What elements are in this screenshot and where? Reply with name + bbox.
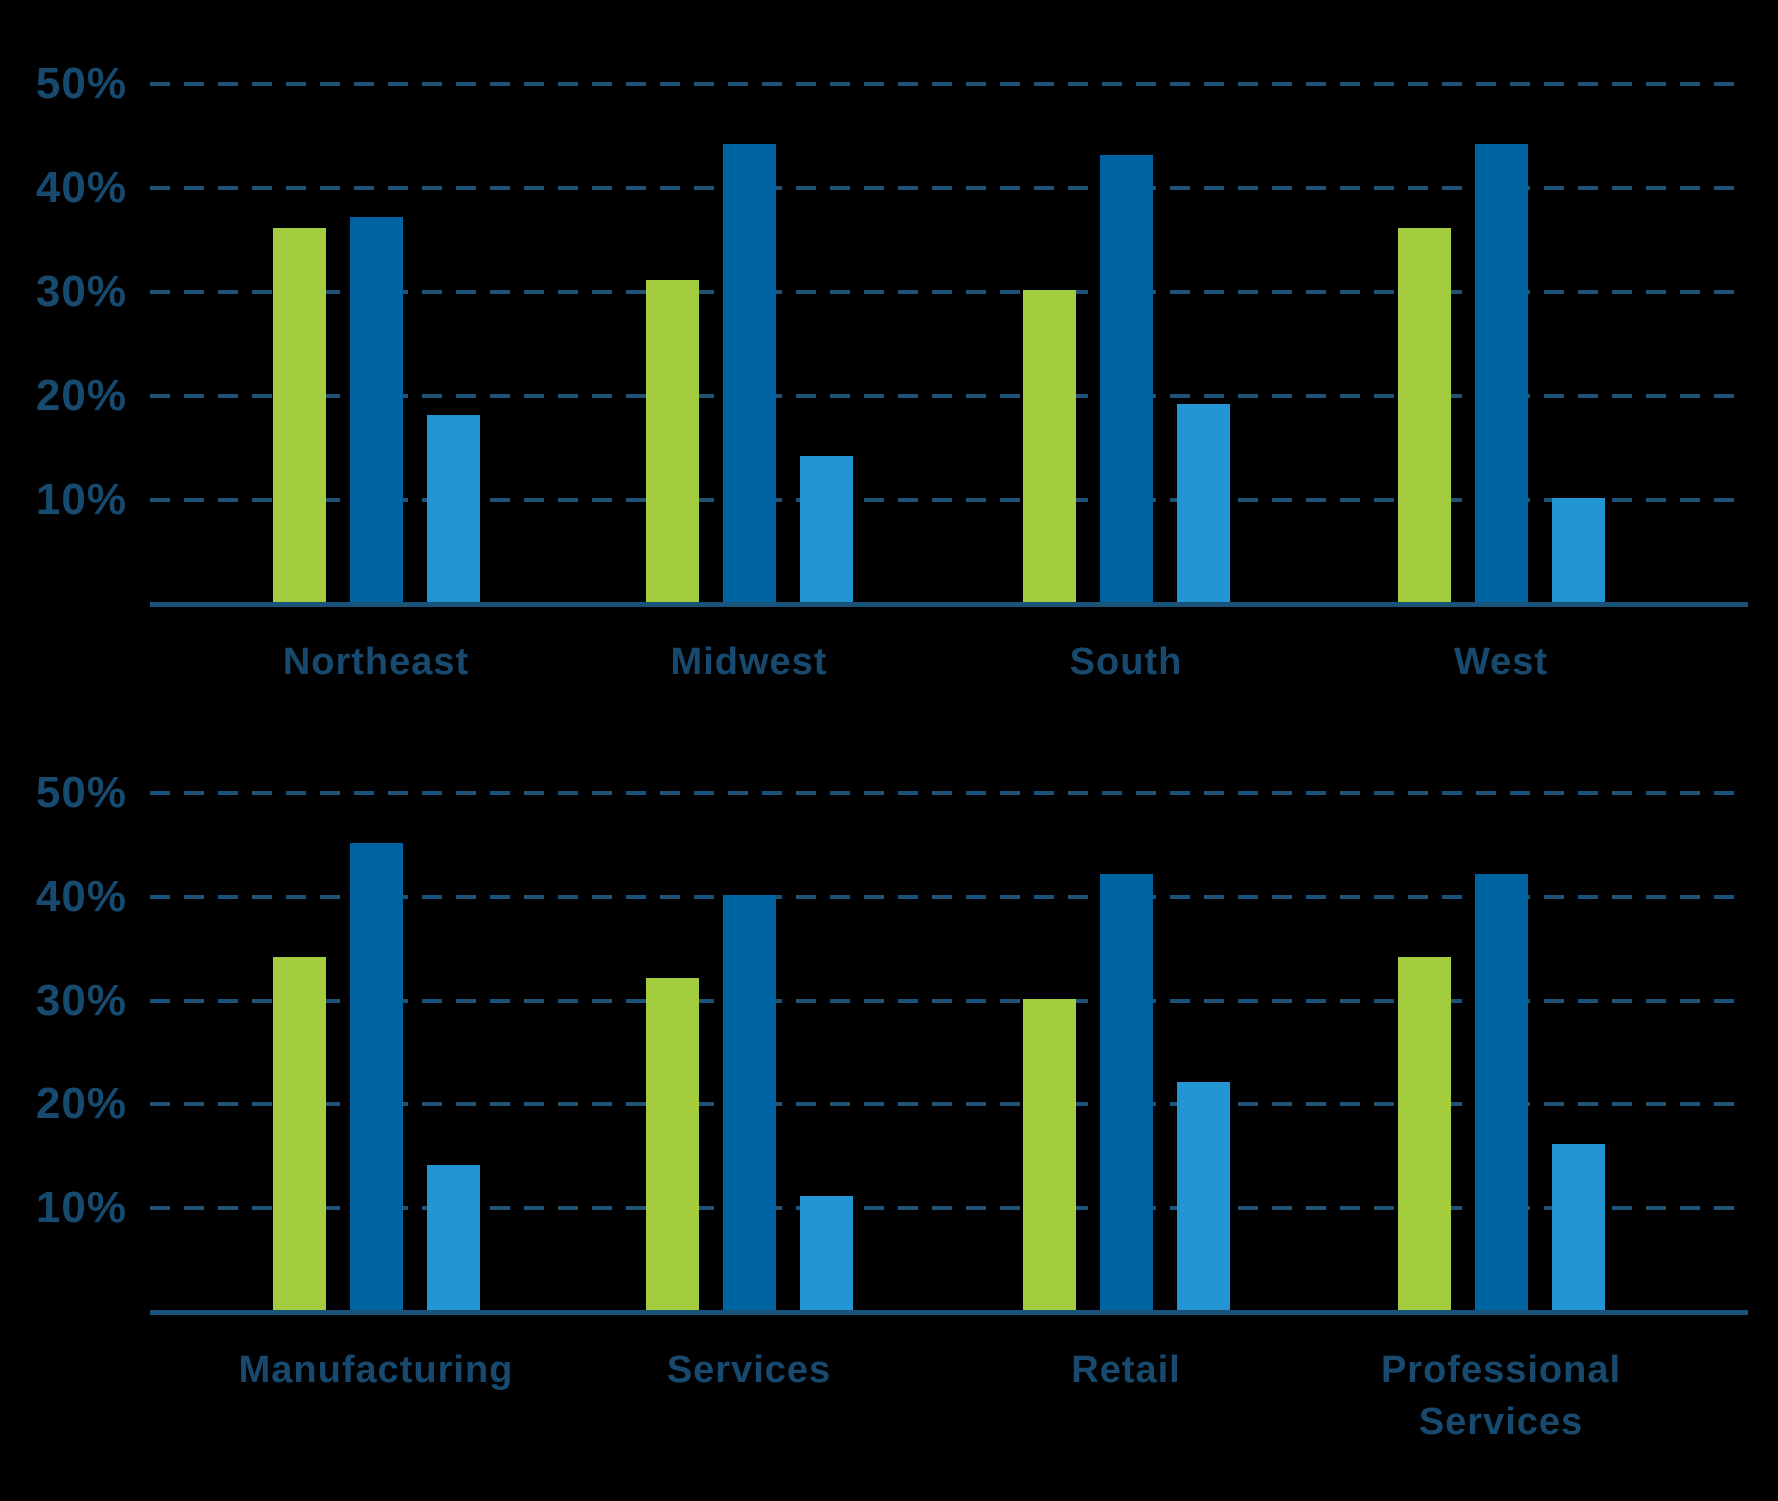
- gridline-30pct: [150, 998, 1748, 1003]
- x-axis-category-label: Midwest: [670, 641, 828, 683]
- gridline-10pct: [150, 1206, 1748, 1211]
- y-axis-tick-label: 30%: [35, 975, 127, 1025]
- gridline-20pct: [150, 394, 1748, 398]
- gridline-10pct: [150, 498, 1748, 502]
- gridline-50pct: [150, 791, 1748, 795]
- x-axis-category-label: Services: [666, 1349, 832, 1391]
- light-blue-series-bar: [800, 456, 853, 602]
- green-series-bar: [1023, 999, 1076, 1310]
- green-series-bar: [1398, 957, 1451, 1310]
- x-axis-line: [150, 602, 1748, 607]
- light-blue-series-bar: [1177, 1082, 1230, 1310]
- green-series-bar: [1023, 290, 1076, 602]
- y-axis-tick-label: 50%: [35, 768, 127, 817]
- green-series-bar: [273, 228, 326, 602]
- gridline-30pct: [150, 290, 1748, 294]
- x-axis-category-label: West: [1453, 641, 1549, 683]
- y-axis-tick-label: 40%: [35, 163, 127, 212]
- dark-blue-series-bar: [1475, 144, 1528, 602]
- light-blue-series-bar: [427, 415, 480, 602]
- green-series-bar: [646, 978, 699, 1310]
- light-blue-series-bar: [1177, 404, 1230, 602]
- light-blue-series-bar: [1552, 498, 1605, 602]
- light-blue-series-bar: [1552, 1144, 1605, 1310]
- x-axis-category-label: Manufacturing: [238, 1349, 514, 1391]
- y-axis-tick-label: 20%: [35, 1079, 127, 1129]
- dark-blue-series-bar: [723, 895, 776, 1310]
- x-axis-category-label: Retail: [1071, 1349, 1181, 1391]
- dark-blue-series-bar: [1475, 874, 1528, 1310]
- y-axis-tick-label: 40%: [35, 871, 127, 921]
- light-blue-series-bar: [800, 1196, 853, 1310]
- y-axis-tick-label: 10%: [35, 475, 127, 524]
- green-series-bar: [273, 957, 326, 1310]
- y-axis-tick-label: 10%: [35, 1183, 127, 1233]
- dark-blue-series-bar: [1100, 874, 1153, 1310]
- dark-blue-series-bar: [350, 217, 403, 602]
- gridline-20pct: [150, 1102, 1748, 1107]
- x-axis-category-label: Northeast: [282, 641, 470, 683]
- x-axis-line: [150, 1310, 1748, 1315]
- y-axis-tick-label: 30%: [35, 267, 127, 316]
- green-series-bar: [1398, 228, 1451, 602]
- y-axis-tick-label: 50%: [35, 59, 127, 108]
- gridline-50pct: [150, 82, 1748, 86]
- dark-blue-series-bar: [723, 144, 776, 602]
- dark-blue-series-bar: [350, 843, 403, 1310]
- light-blue-series-bar: [427, 1165, 480, 1310]
- x-axis-category-label: Professional Services: [1380, 1349, 1622, 1443]
- y-axis-tick-label: 20%: [35, 371, 127, 420]
- green-series-bar: [646, 280, 699, 602]
- x-axis-category-label: South: [1069, 641, 1183, 683]
- gridline-40pct: [150, 894, 1748, 899]
- dark-blue-series-bar: [1100, 155, 1153, 602]
- gridline-40pct: [150, 186, 1748, 190]
